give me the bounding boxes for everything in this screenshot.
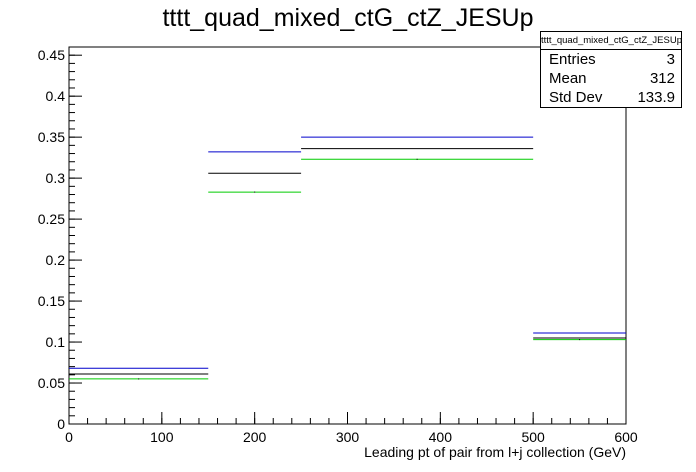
- x-tick-label: 200: [243, 429, 267, 445]
- stats-std-value: 133.9: [637, 89, 675, 106]
- y-tick-label: 0.3: [46, 170, 66, 186]
- y-tick-label: 0.35: [38, 129, 65, 145]
- x-tick-label: 400: [429, 429, 453, 445]
- y-tick-label: 0.05: [38, 375, 65, 391]
- stats-entries-row: Entries 3: [541, 50, 681, 69]
- y-tick-label: 0.45: [38, 47, 65, 63]
- stats-entries-label: Entries: [549, 51, 596, 68]
- bin-center-marker: [579, 339, 581, 341]
- chart-title: tttt_quad_mixed_ctG_ctZ_JESUp: [162, 4, 534, 32]
- x-tick-label: 0: [65, 429, 73, 445]
- stats-box-title: tttt_quad_mixed_ctG_ctZ_JESUp: [541, 32, 681, 50]
- stats-mean-value: 312: [649, 70, 675, 87]
- y-tick-label: 0.4: [46, 88, 66, 104]
- y-tick-label: 0.25: [38, 211, 65, 227]
- bin-center-marker: [138, 378, 140, 380]
- bin-center-marker: [416, 158, 418, 160]
- stats-mean-row: Mean 312: [541, 69, 681, 88]
- x-tick-label: 500: [521, 429, 545, 445]
- x-axis-label: Leading pt of pair from l+j collection (…: [364, 444, 626, 460]
- stats-mean-label: Mean: [549, 70, 587, 87]
- stats-std-row: Std Dev 133.9: [541, 88, 681, 107]
- stats-std-label: Std Dev: [549, 89, 603, 106]
- y-tick-label: 0.15: [38, 293, 65, 309]
- y-tick-label: 0.2: [46, 252, 66, 268]
- y-tick-label: 0: [57, 416, 65, 432]
- bin-center-marker: [254, 191, 256, 193]
- stats-entries-value: 3: [666, 51, 675, 68]
- x-tick-label: 100: [150, 429, 174, 445]
- stats-box: tttt_quad_mixed_ctG_ctZ_JESUp Entries 3 …: [540, 31, 682, 108]
- y-tick-label: 0.1: [46, 334, 66, 350]
- x-tick-label: 600: [614, 429, 638, 445]
- x-tick-label: 300: [336, 429, 360, 445]
